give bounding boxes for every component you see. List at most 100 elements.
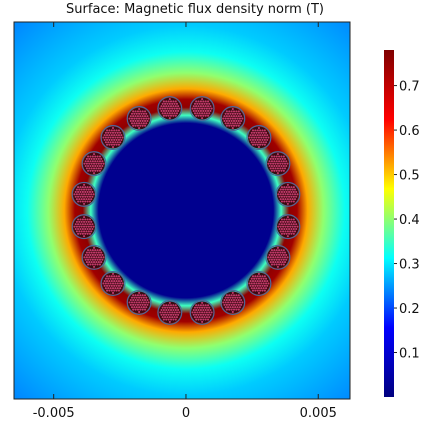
strand-dot [203,102,206,105]
strand-dot [175,107,179,110]
strand-dot [84,258,87,261]
strand-dot [85,225,88,228]
strand-dot [277,225,280,228]
strand-dot [145,306,148,309]
strand-dot [240,299,243,302]
strand-dot [132,115,135,118]
strand-dot [135,117,138,120]
strand-dot [141,115,144,118]
strand-dot [171,311,174,314]
strand-dot [209,105,212,108]
strand-dot [84,253,87,257]
strand-dot [229,296,232,299]
strand-dot [228,294,231,297]
strand-dot [282,220,285,223]
strand-dot [259,289,262,292]
strand-dot [136,115,139,118]
strand-dot [110,280,113,283]
strand-dot [226,301,230,304]
strand-dot [229,112,232,115]
strand-dot [174,114,177,117]
strand-dot [89,160,92,163]
strand-dot [275,164,278,168]
strand-dot [280,169,283,172]
strand-dot [272,157,275,160]
strand-dot [223,115,226,118]
conductor [71,181,97,207]
strand-dot [110,134,113,137]
strand-dot [77,223,80,226]
strand-dot [270,258,274,261]
conductor-edge [220,106,246,132]
strand-dot [201,301,204,304]
strand-dot [95,157,98,160]
strand-dot [282,169,285,172]
strand-dot [83,216,86,219]
strand-dot [263,275,266,278]
strand-dot [88,251,91,254]
strand-dot [272,162,275,165]
strand-dot [108,280,111,283]
strand-dot [113,289,116,292]
strand-dot [283,195,286,198]
strand-dot [139,308,142,311]
strand-dot [289,230,292,233]
strand-dot [89,263,92,266]
strand-dot [108,284,111,287]
strand-dot [276,265,279,268]
strand-dot [135,296,138,299]
strand-dot [195,313,198,316]
strand-dot [228,119,231,122]
strand-dot [96,258,99,261]
strand-dot [236,117,239,120]
strand-dot [241,117,244,120]
strand-dot [238,296,242,299]
strand-dot [103,138,106,141]
strand-dot [84,218,87,221]
strand-dot [173,107,176,110]
strand-dot [281,157,284,160]
strand-dot [168,316,171,319]
x-tick-label: 0 [182,406,190,421]
colorbar: 0.1 0.2 0.3 0.4 0.5 0.6 0.7 [384,50,420,397]
strand-dot [166,107,169,110]
strand-dot [174,304,177,307]
strand-dot [92,193,95,196]
strand-dot [223,299,226,302]
strand-dot [162,100,165,103]
strand-dot [100,167,103,170]
strand-dot [231,296,234,299]
conductor [246,125,272,151]
strand-dot [75,225,78,228]
strand-dot [228,308,231,311]
strand-dot [96,169,99,172]
strand-dot [253,141,256,144]
strand-dot [114,136,117,139]
strand-dot [97,157,100,160]
conductor-edge [246,125,272,151]
strand-dot [168,306,171,309]
strand-dot [238,117,242,120]
strand-dot [92,251,96,254]
strand-dot [283,186,286,189]
strand-dot [140,296,143,299]
strand-dot [205,311,208,314]
conductor-edge [275,214,301,240]
strand-dot [288,200,291,203]
strand-dot [195,105,198,108]
strand-dot [257,126,260,130]
strand-dot [273,160,276,163]
strand-dot [288,223,291,226]
strand-dot [164,311,167,314]
strand-dot [138,117,141,120]
strand-dot [77,200,80,203]
strand-dot [169,304,173,307]
strand-dot [225,308,228,311]
strand-dot [161,316,164,319]
strand-dot [257,272,260,275]
strand-dot [199,114,202,117]
strand-dot [238,301,242,304]
strand-dot [225,110,228,113]
strand-dot [280,249,283,252]
strand-dot [171,102,174,105]
